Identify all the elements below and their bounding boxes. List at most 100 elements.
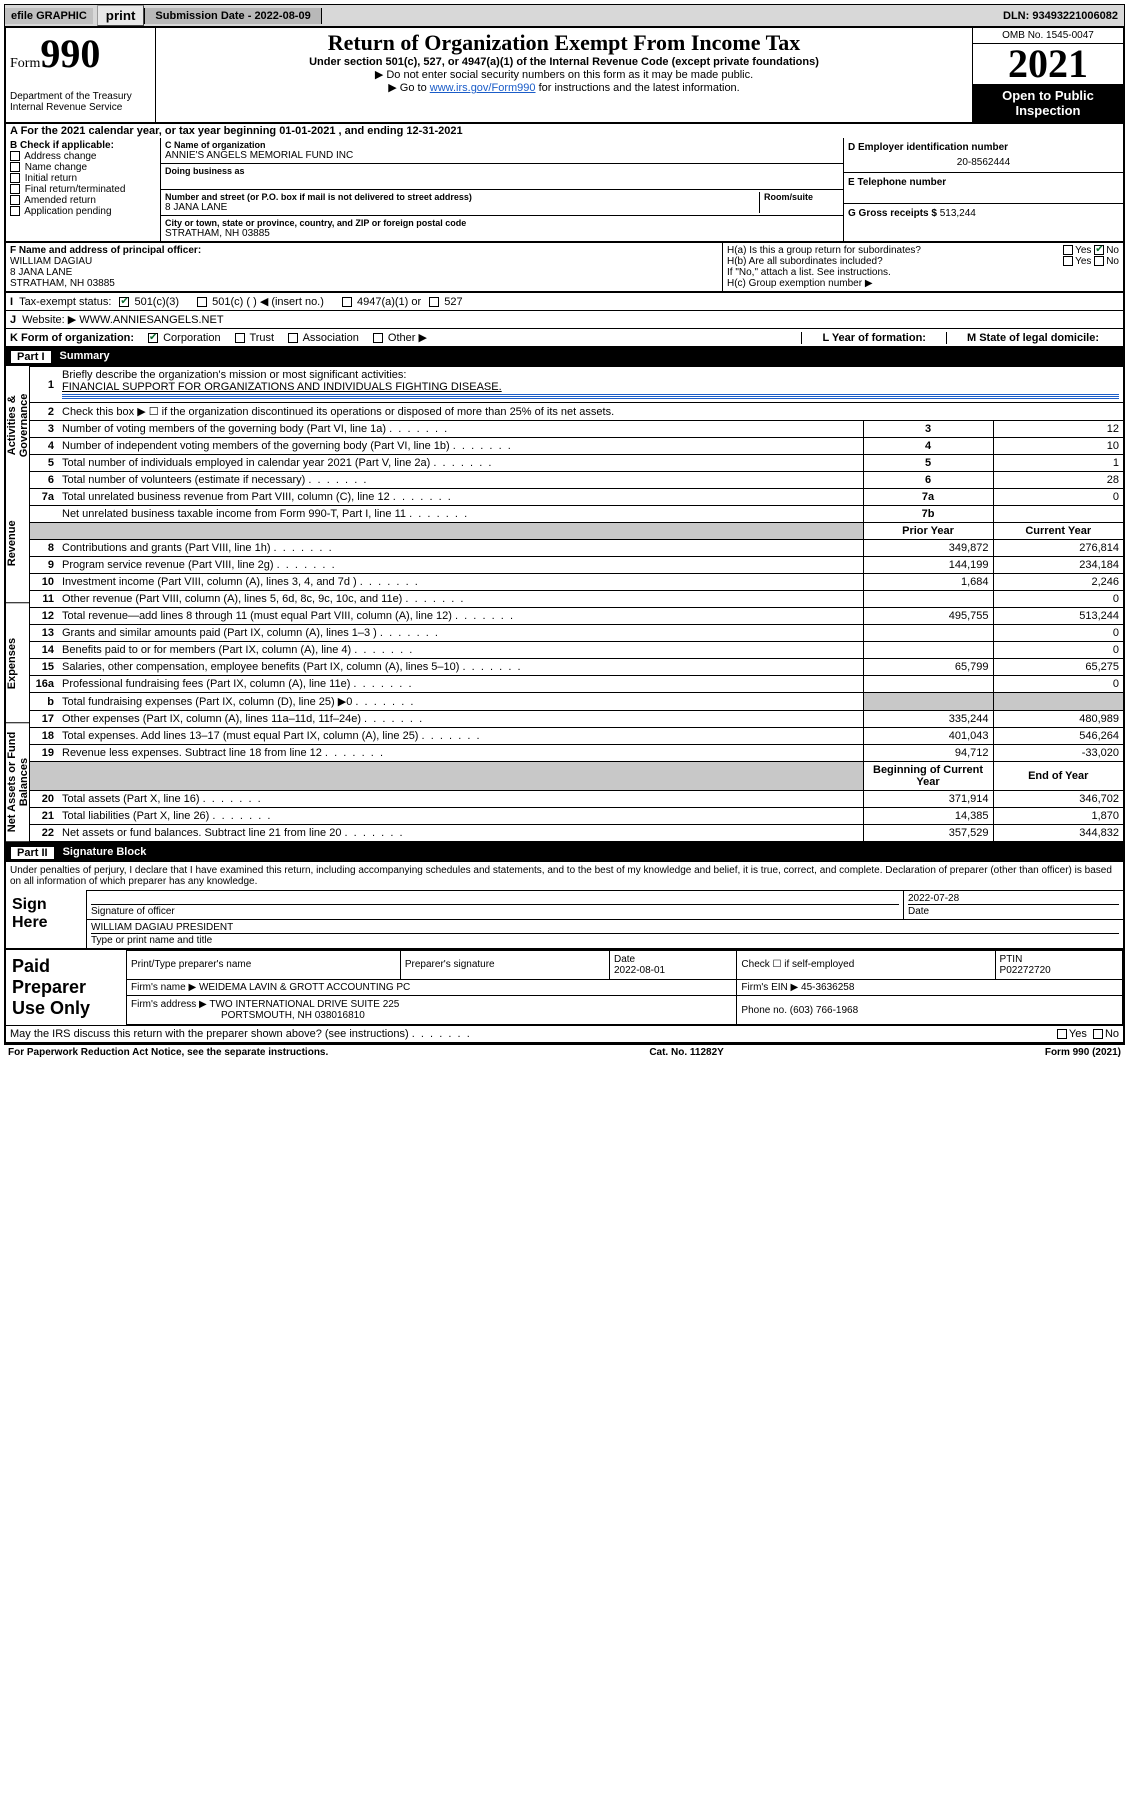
officer-h-block: F Name and address of principal officer:… bbox=[4, 243, 1125, 293]
line-num: 17 bbox=[30, 711, 58, 728]
box-c-address: Number and street (or P.O. box if mail i… bbox=[161, 190, 843, 216]
box-h-c: H(c) Group exemption number ▶ bbox=[727, 278, 1119, 289]
col-hdr: Prior Year bbox=[863, 523, 993, 540]
val-curr: 346,702 bbox=[993, 791, 1123, 808]
checkbox-527[interactable] bbox=[429, 297, 439, 307]
val-prior: 495,755 bbox=[863, 608, 993, 625]
box-k-row: K Form of organization: Corporation Trus… bbox=[4, 329, 1125, 348]
val-curr: 344,832 bbox=[993, 825, 1123, 842]
val-prior: 371,914 bbox=[863, 791, 993, 808]
period-row: A For the 2021 calendar year, or tax yea… bbox=[4, 124, 1125, 138]
line-num: 5 bbox=[30, 455, 58, 472]
part-ii-bar: Part IISignature Block bbox=[4, 844, 1125, 862]
checkbox-icon[interactable] bbox=[10, 162, 20, 172]
checkbox-501c3[interactable] bbox=[119, 297, 129, 307]
val-curr: 276,814 bbox=[993, 540, 1123, 557]
val-prior: 65,799 bbox=[863, 659, 993, 676]
box-m: M State of legal domicile: bbox=[946, 332, 1119, 344]
cell bbox=[58, 762, 863, 791]
discuss-row: May the IRS discuss this return with the… bbox=[6, 1025, 1123, 1042]
box-l: L Year of formation: bbox=[801, 332, 946, 344]
line-text: Total number of individuals employed in … bbox=[58, 455, 863, 472]
checkbox-trust[interactable] bbox=[235, 333, 245, 343]
line-val: 0 bbox=[993, 489, 1123, 506]
line-box: 7b bbox=[863, 506, 993, 523]
checkbox-icon[interactable] bbox=[10, 173, 20, 183]
cell bbox=[58, 523, 863, 540]
line-2: Check this box ▶ ☐ if the organization d… bbox=[58, 403, 1123, 421]
val-prior: 1,684 bbox=[863, 574, 993, 591]
form-number: Form990 bbox=[10, 30, 151, 77]
val-prior bbox=[863, 676, 993, 693]
line-box: 4 bbox=[863, 438, 993, 455]
form-note-1: ▶ Do not enter social security numbers o… bbox=[162, 68, 966, 81]
vertical-tab: Activities & Governance bbox=[6, 366, 29, 484]
line-num: 1 bbox=[30, 367, 58, 403]
val-curr: 0 bbox=[993, 591, 1123, 608]
val-prior: 335,244 bbox=[863, 711, 993, 728]
checkbox-row: Amended return bbox=[10, 195, 156, 206]
line-val: 1 bbox=[993, 455, 1123, 472]
box-h-note: If "No," attach a list. See instructions… bbox=[727, 267, 1119, 278]
line-num: 8 bbox=[30, 540, 58, 557]
box-h-b: H(b) Are all subordinates included? Yes … bbox=[727, 256, 1119, 267]
cell bbox=[30, 523, 58, 540]
checkbox-other[interactable] bbox=[373, 333, 383, 343]
checkbox-4947[interactable] bbox=[342, 297, 352, 307]
form-note-2: ▶ Go to www.irs.gov/Form990 for instruct… bbox=[162, 81, 966, 94]
box-i-row: ITax-exempt status: 501(c)(3) 501(c) ( )… bbox=[4, 293, 1125, 311]
form-header: Form990 Department of the Treasury Inter… bbox=[4, 27, 1125, 124]
line-num: 3 bbox=[30, 421, 58, 438]
line-text: Total expenses. Add lines 13–17 (must eq… bbox=[58, 728, 863, 745]
line-val bbox=[993, 506, 1123, 523]
val-curr: -33,020 bbox=[993, 745, 1123, 762]
line-text: Investment income (Part VIII, column (A)… bbox=[58, 574, 863, 591]
val-prior bbox=[863, 693, 993, 711]
line-text: Salaries, other compensation, employee b… bbox=[58, 659, 863, 676]
print-button[interactable]: print bbox=[97, 5, 145, 26]
checkbox-501c[interactable] bbox=[197, 297, 207, 307]
line-num: b bbox=[30, 693, 58, 711]
line-val: 10 bbox=[993, 438, 1123, 455]
line-text: Number of independent voting members of … bbox=[58, 438, 863, 455]
checkbox-icon[interactable] bbox=[10, 151, 20, 161]
val-curr bbox=[993, 693, 1123, 711]
vertical-tab: Expenses bbox=[6, 604, 29, 723]
checkbox-icon[interactable] bbox=[10, 184, 20, 194]
checkbox-row: Final return/terminated bbox=[10, 184, 156, 195]
checkbox-icon[interactable] bbox=[10, 195, 20, 205]
val-curr: 0 bbox=[993, 642, 1123, 659]
line-box: 7a bbox=[863, 489, 993, 506]
val-curr: 1,870 bbox=[993, 808, 1123, 825]
checkbox-row: Address change bbox=[10, 151, 156, 162]
form-title: Return of Organization Exempt From Incom… bbox=[162, 30, 966, 56]
checkbox-discuss-no[interactable] bbox=[1093, 1029, 1103, 1039]
summary-table: Activities & GovernanceRevenueExpensesNe… bbox=[4, 366, 1125, 844]
line-box: 5 bbox=[863, 455, 993, 472]
checkbox-discuss-yes[interactable] bbox=[1057, 1029, 1067, 1039]
checkbox-icon[interactable] bbox=[10, 206, 20, 216]
val-curr: 65,275 bbox=[993, 659, 1123, 676]
col-hdr: End of Year bbox=[993, 762, 1123, 791]
line-text: Net assets or fund balances. Subtract li… bbox=[58, 825, 863, 842]
checkbox-corp[interactable] bbox=[148, 333, 158, 343]
val-prior: 349,872 bbox=[863, 540, 993, 557]
line-num: 7a bbox=[30, 489, 58, 506]
line-text: Contributions and grants (Part VIII, lin… bbox=[58, 540, 863, 557]
line-text: Total revenue—add lines 8 through 11 (mu… bbox=[58, 608, 863, 625]
checkbox-assoc[interactable] bbox=[288, 333, 298, 343]
line-text: Total unrelated business revenue from Pa… bbox=[58, 489, 863, 506]
box-j-row: JWebsite: ▶ WWW.ANNIESANGELS.NET bbox=[4, 311, 1125, 329]
line-num: 9 bbox=[30, 557, 58, 574]
checkbox-row: Initial return bbox=[10, 173, 156, 184]
top-bar: efile GRAPHIC print Submission Date - 20… bbox=[4, 4, 1125, 27]
line-num: 13 bbox=[30, 625, 58, 642]
dln-label: DLN: 93493221006082 bbox=[997, 8, 1124, 24]
line-num: 19 bbox=[30, 745, 58, 762]
line-text: Professional fundraising fees (Part IX, … bbox=[58, 676, 863, 693]
line-text: Net unrelated business taxable income fr… bbox=[58, 506, 863, 523]
irs-link[interactable]: www.irs.gov/Form990 bbox=[430, 82, 536, 94]
form-subtitle: Under section 501(c), 527, or 4947(a)(1)… bbox=[162, 56, 966, 68]
line-text: Other revenue (Part VIII, column (A), li… bbox=[58, 591, 863, 608]
line-num: 2 bbox=[30, 403, 58, 421]
